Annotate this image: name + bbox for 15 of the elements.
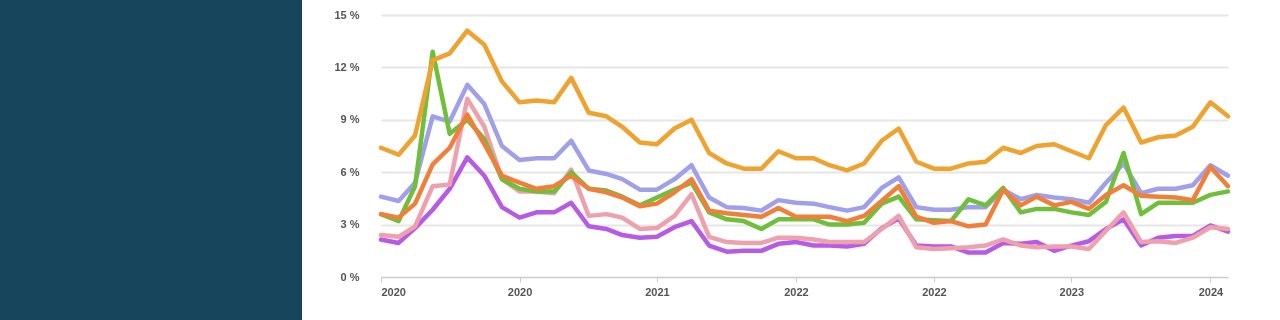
y-tick-label: 9 % [340, 113, 360, 126]
x-tick-label: 2020 [381, 285, 406, 298]
line-series [378, 28, 1231, 173]
x-tick-label: 2022 [784, 285, 809, 298]
y-tick-label: 3 % [340, 218, 360, 231]
y-tick-label: 15 % [334, 8, 360, 21]
x-tick-label: 2024 [1198, 285, 1225, 298]
x-tick-label: 2023 [1059, 285, 1085, 298]
x-tick-label: 2020 [507, 285, 533, 298]
y-tick-label: 6 % [340, 165, 360, 178]
x-tick-label: 2021 [645, 285, 670, 298]
y-tick-label: 0 % [340, 270, 360, 283]
y-tick-label: 12 % [334, 60, 360, 73]
line-series [378, 112, 1231, 229]
x-tick-label: 2022 [922, 285, 947, 298]
